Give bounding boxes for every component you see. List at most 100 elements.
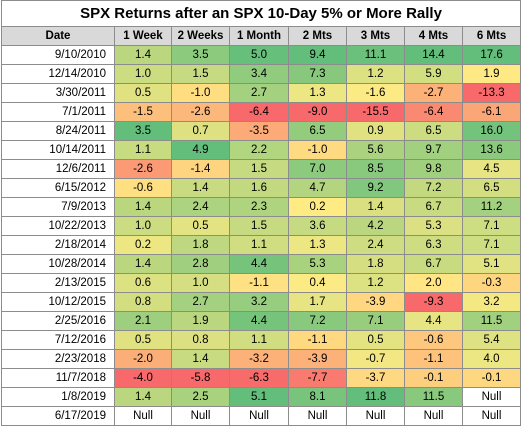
cell-2-mts: 3.6 <box>288 216 347 236</box>
cell-2-weeks: 2.7 <box>171 292 230 312</box>
date-cell: 2/25/2016 <box>1 311 115 331</box>
cell-1-month: -6.3 <box>229 368 289 388</box>
cell-1-week: 3.5 <box>114 121 172 141</box>
cell-6-mts: 3.2 <box>461 292 521 312</box>
cell-4-mts: 5.3 <box>404 216 463 236</box>
cell-6-mts: -0.3 <box>461 273 521 293</box>
cell-1-month: -1.1 <box>229 273 289 293</box>
cell-3-mts: 5.6 <box>346 140 405 160</box>
date-cell: 2/23/2018 <box>1 349 115 369</box>
cell-2-mts: 0.4 <box>288 273 347 293</box>
cell-2-mts: -7.7 <box>288 368 347 388</box>
cell-1-week: 1.0 <box>114 64 172 84</box>
header-4-mts: 4 Mts <box>404 26 463 46</box>
cell-3-mts: Null <box>346 406 405 426</box>
cell-3-mts: 1.8 <box>346 254 405 274</box>
cell-1-week: 0.8 <box>114 292 172 312</box>
cell-3-mts: -1.6 <box>346 83 405 103</box>
title-row: SPX Returns after an SPX 10-Day 5% or Mo… <box>0 0 521 27</box>
cell-2-weeks: -2.6 <box>171 102 230 122</box>
date-cell: 10/28/2014 <box>1 254 115 274</box>
cell-1-month: 1.5 <box>229 216 289 236</box>
table-row: 9/10/2010 1.4 3.5 5.0 9.4 11.1 14.4 17.6 <box>1 45 521 65</box>
cell-2-weeks: 1.0 <box>171 273 230 293</box>
date-cell: 7/1/2011 <box>1 102 115 122</box>
cell-4-mts: 4.4 <box>404 311 463 331</box>
cell-2-weeks: 0.8 <box>171 330 230 350</box>
table-row: 2/18/2014 0.2 1.8 1.1 1.3 2.4 6.3 7.1 <box>1 235 521 255</box>
date-cell: 11/7/2018 <box>1 368 115 388</box>
cell-4-mts: -9.3 <box>404 292 463 312</box>
cell-4-mts: 6.3 <box>404 235 463 255</box>
cell-3-mts: 0.9 <box>346 121 405 141</box>
cell-2-mts: -1.0 <box>288 140 347 160</box>
cell-1-week: -2.0 <box>114 349 172 369</box>
table-row: 1/8/2019 1.4 2.5 5.1 8.1 11.8 11.5 Null <box>1 387 521 407</box>
date-cell: 10/12/2015 <box>1 292 115 312</box>
header-row: Date 1 Week 2 Weeks 1 Month 2 Mts 3 Mts … <box>1 26 521 46</box>
table-row: 10/22/2013 1.0 0.5 1.5 3.6 4.2 5.3 7.1 <box>1 216 521 236</box>
cell-4-mts: 6.7 <box>404 254 463 274</box>
cell-2-mts: 4.7 <box>288 178 347 198</box>
table-title: SPX Returns after an SPX 10-Day 5% or Mo… <box>0 0 521 27</box>
cell-2-mts: -1.1 <box>288 330 347 350</box>
cell-3-mts: 8.5 <box>346 159 405 179</box>
cell-1-week: 1.4 <box>114 45 172 65</box>
cell-3-mts: 9.2 <box>346 178 405 198</box>
cell-2-mts: 9.4 <box>288 45 347 65</box>
cell-4-mts: -6.4 <box>404 102 463 122</box>
cell-1-month: 3.2 <box>229 292 289 312</box>
table-row: 6/15/2012 -0.6 1.4 1.6 4.7 9.2 7.2 6.5 <box>1 178 521 198</box>
cell-2-weeks: 3.5 <box>171 45 230 65</box>
cell-6-mts: -6.1 <box>461 102 521 122</box>
cell-2-weeks: Null <box>171 406 230 426</box>
cell-1-month: -6.4 <box>229 102 289 122</box>
cell-4-mts: -0.6 <box>404 330 463 350</box>
cell-2-mts: 7.3 <box>288 64 347 84</box>
cell-6-mts: 17.6 <box>461 45 521 65</box>
header-2-mts: 2 Mts <box>288 26 347 46</box>
cell-1-week: 1.4 <box>114 197 172 217</box>
cell-2-mts: 0.2 <box>288 197 347 217</box>
date-cell: 6/15/2012 <box>1 178 115 198</box>
cell-4-mts: Null <box>404 406 463 426</box>
date-cell: 12/14/2010 <box>1 64 115 84</box>
cell-1-week: 0.5 <box>114 83 172 103</box>
cell-2-mts: 5.3 <box>288 254 347 274</box>
cell-1-month: 1.1 <box>229 235 289 255</box>
cell-1-month: -3.5 <box>229 121 289 141</box>
cell-4-mts: 14.4 <box>404 45 463 65</box>
cell-1-month: 2.3 <box>229 197 289 217</box>
cell-1-week: -1.5 <box>114 102 172 122</box>
cell-2-mts: -9.0 <box>288 102 347 122</box>
table-row: 8/24/2011 3.5 0.7 -3.5 6.5 0.9 6.5 16.0 <box>1 121 521 141</box>
date-cell: 8/24/2011 <box>1 121 115 141</box>
cell-6-mts: 11.2 <box>461 197 521 217</box>
cell-6-mts: Null <box>461 406 521 426</box>
header-2-weeks: 2 Weeks <box>171 26 230 46</box>
cell-6-mts: 7.1 <box>461 216 521 236</box>
cell-6-mts: 13.6 <box>461 140 521 160</box>
cell-4-mts: -1.1 <box>404 349 463 369</box>
cell-4-mts: -2.7 <box>404 83 463 103</box>
cell-2-weeks: 0.5 <box>171 216 230 236</box>
cell-2-mts: 6.5 <box>288 121 347 141</box>
cell-2-weeks: 2.4 <box>171 197 230 217</box>
cell-2-weeks: 1.5 <box>171 64 230 84</box>
cell-1-week: 1.4 <box>114 254 172 274</box>
cell-6-mts: Null <box>461 387 521 407</box>
cell-1-month: 2.2 <box>229 140 289 160</box>
cell-1-month: 5.0 <box>229 45 289 65</box>
header-3-mts: 3 Mts <box>346 26 405 46</box>
cell-1-month: Null <box>229 406 289 426</box>
cell-4-mts: 6.5 <box>404 121 463 141</box>
date-cell: 7/9/2013 <box>1 197 115 217</box>
cell-2-weeks: 4.9 <box>171 140 230 160</box>
cell-1-week: 1.0 <box>114 216 172 236</box>
date-cell: 10/22/2013 <box>1 216 115 236</box>
cell-4-mts: 5.9 <box>404 64 463 84</box>
date-cell: 9/10/2010 <box>1 45 115 65</box>
cell-1-week: -4.0 <box>114 368 172 388</box>
cell-3-mts: 7.1 <box>346 311 405 331</box>
cell-1-week: -2.6 <box>114 159 172 179</box>
